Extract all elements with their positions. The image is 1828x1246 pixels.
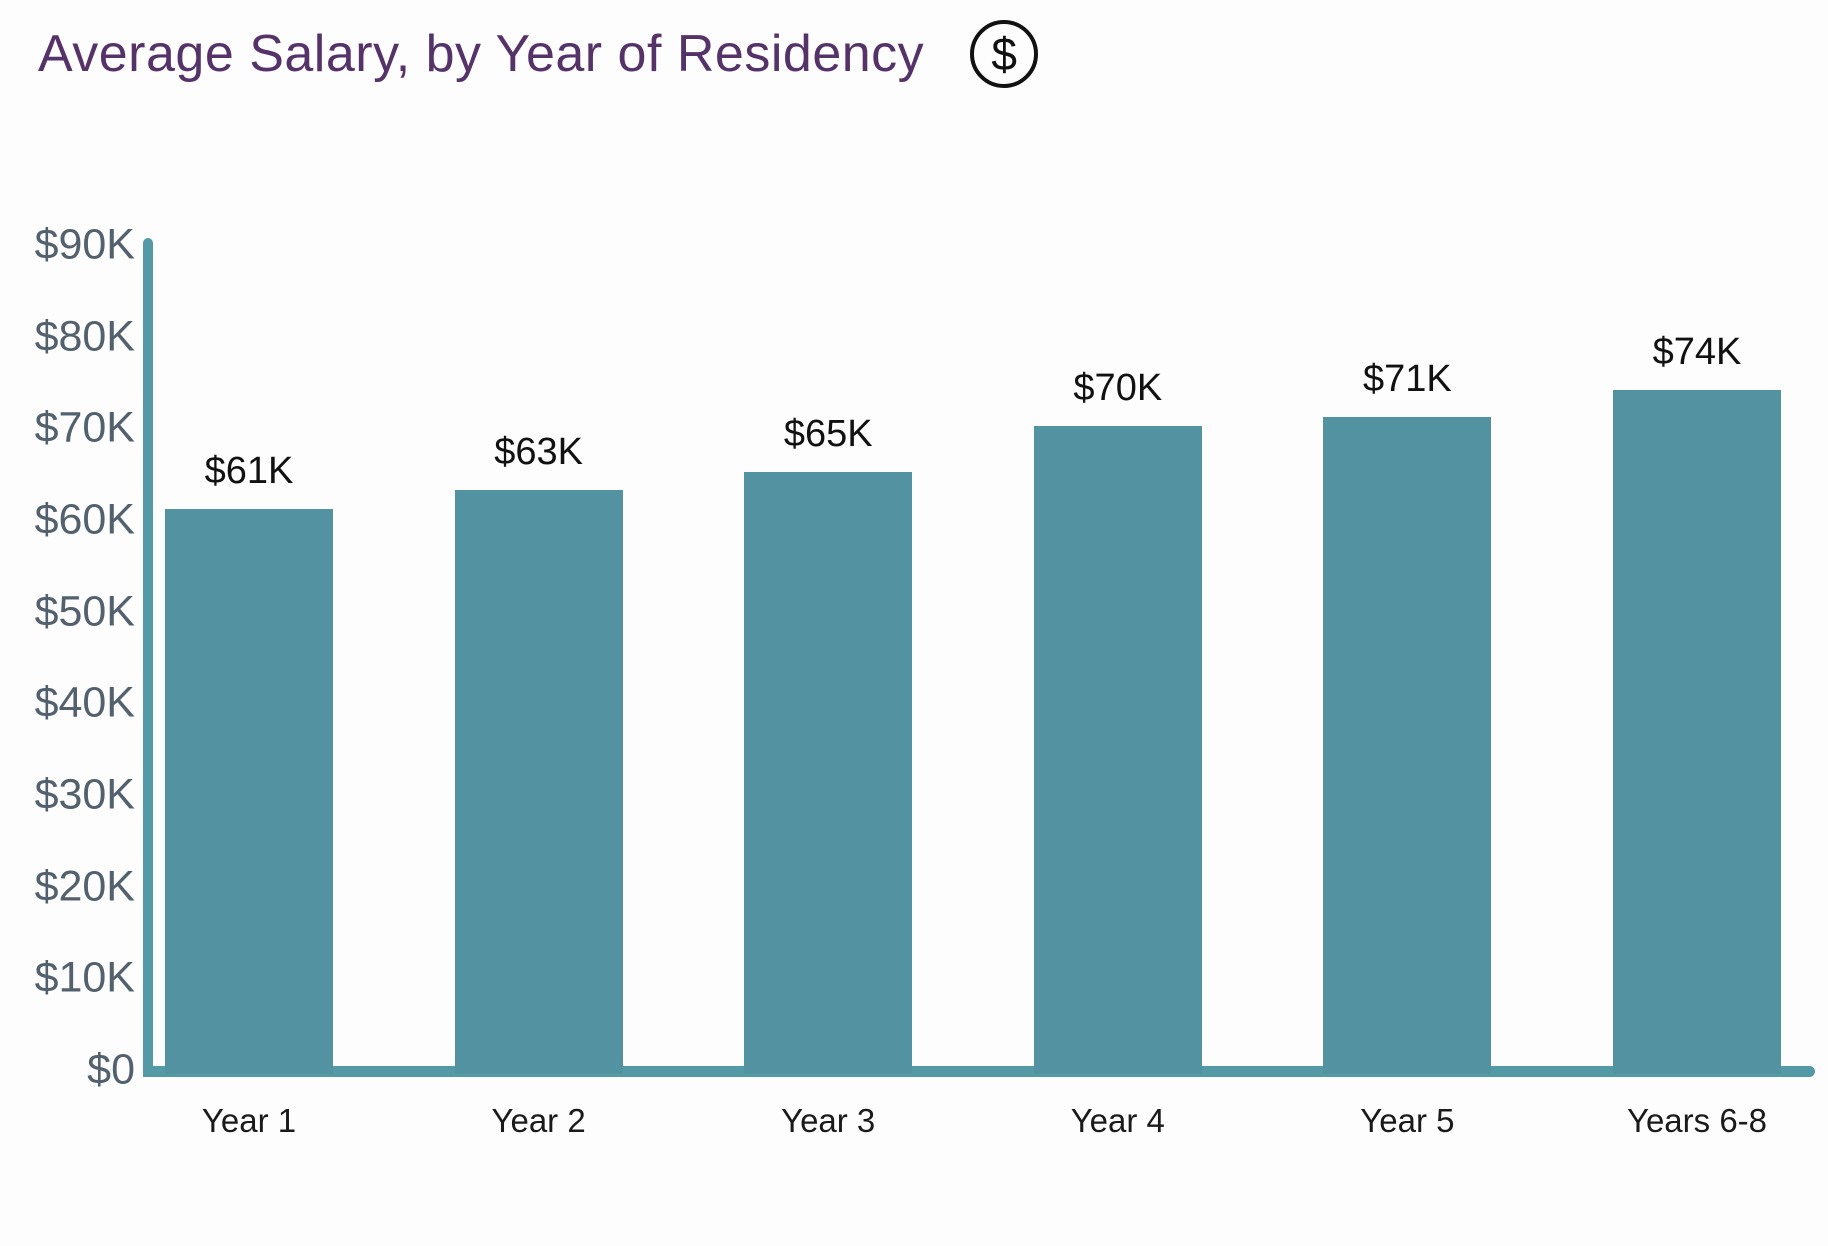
x-tick-label-year-5: Year 5 — [1360, 1102, 1455, 1139]
x-tick-label-years-6-8: Years 6-8 — [1626, 1102, 1768, 1139]
chart-header: Average Salary, by Year of Residency $ — [38, 20, 1039, 88]
bar-year-2 — [454, 490, 623, 1074]
y-tick-label-10k: $10K — [34, 953, 135, 1002]
y-axis-line — [143, 238, 153, 1077]
bar-value-label-years-6-8: $74K — [1652, 330, 1742, 373]
bar-years-6-8 — [1613, 389, 1781, 1074]
y-tick-label-0: $0 — [87, 1045, 135, 1094]
bar-value-label-year-5: $71K — [1363, 358, 1452, 401]
y-tick-label-60k: $60K — [34, 495, 135, 544]
dollar-glyph: $ — [991, 28, 1017, 80]
bar-value-label-year-3: $65K — [783, 413, 873, 456]
y-tick-label-80k: $80K — [34, 312, 135, 361]
bar-year-5 — [1323, 417, 1492, 1074]
x-tick-label-year-3: Year 3 — [781, 1102, 876, 1139]
y-tick-label-90k: $90K — [34, 220, 135, 269]
bar-year-3 — [744, 472, 913, 1074]
bar-value-label-year-4: $70K — [1073, 367, 1163, 410]
dollar-sign-icon: $ — [970, 20, 1039, 88]
x-tick-label-year-1: Year 1 — [201, 1102, 297, 1139]
bar-value-label-year-1: $61K — [204, 449, 294, 492]
x-axis-line — [143, 1066, 1815, 1077]
y-tick-label-70k: $70K — [34, 403, 135, 452]
x-tick-label-year-4: Year 4 — [1070, 1102, 1165, 1139]
y-tick-label-20k: $20K — [34, 862, 135, 911]
bar-value-label-year-2: $63K — [494, 431, 583, 474]
chart-title: Average Salary, by Year of Residency — [38, 25, 925, 83]
y-tick-label-40k: $40K — [34, 678, 135, 727]
bar-year-4 — [1033, 426, 1202, 1074]
bar-year-1 — [165, 508, 333, 1074]
y-tick-label-30k: $30K — [34, 770, 135, 819]
x-tick-label-year-2: Year 2 — [491, 1102, 586, 1139]
y-tick-label-50k: $50K — [34, 587, 135, 636]
